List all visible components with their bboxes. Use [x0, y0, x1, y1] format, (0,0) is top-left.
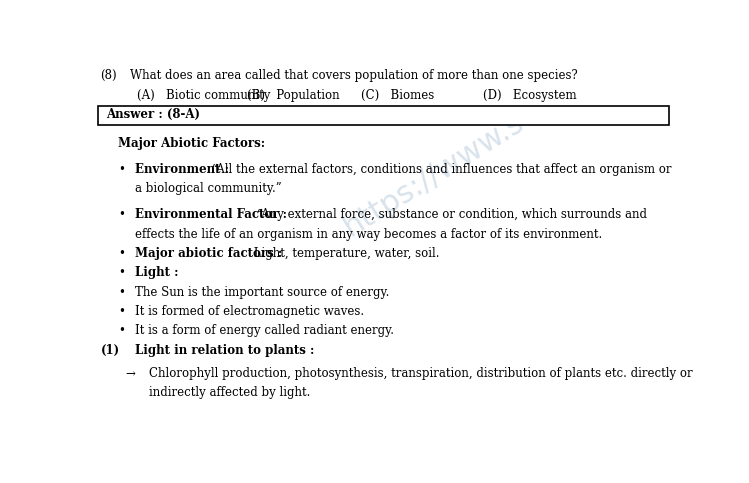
Text: “Any external force, substance or condition, which surrounds and: “Any external force, substance or condit…: [253, 208, 647, 221]
Text: indirectly affected by light.: indirectly affected by light.: [149, 386, 310, 399]
Text: •: •: [118, 163, 125, 176]
Text: Environmental Factor :: Environmental Factor :: [136, 208, 288, 221]
Text: “All the external factors, conditions and influences that affect an organism or: “All the external factors, conditions an…: [208, 163, 672, 176]
Text: Light in relation to plants :: Light in relation to plants :: [136, 344, 315, 357]
Text: https://www.s: https://www.s: [337, 108, 529, 242]
Text: Chlorophyll production, photosynthesis, transpiration, distribution of plants et: Chlorophyll production, photosynthesis, …: [149, 367, 692, 380]
Text: Light, temperature, water, soil.: Light, temperature, water, soil.: [249, 247, 439, 260]
Text: (C)   Biomes: (C) Biomes: [361, 89, 434, 102]
Text: effects the life of an organism in any way becomes a factor of its environment.: effects the life of an organism in any w…: [136, 227, 603, 241]
Text: It is formed of electromagnetic waves.: It is formed of electromagnetic waves.: [136, 305, 365, 318]
Text: •: •: [118, 325, 125, 338]
Text: a biological community.”: a biological community.”: [136, 182, 282, 195]
Text: •: •: [118, 286, 125, 298]
Text: •: •: [118, 267, 125, 279]
Text: Light :: Light :: [136, 267, 179, 279]
Text: •: •: [118, 305, 125, 318]
Text: It is a form of energy called radiant energy.: It is a form of energy called radiant en…: [136, 325, 395, 338]
Text: (8): (8): [100, 69, 117, 82]
Text: Major Abiotic Factors:: Major Abiotic Factors:: [118, 137, 265, 150]
Text: The Sun is the important source of energy.: The Sun is the important source of energ…: [136, 286, 389, 298]
Text: Answer : (8-A): Answer : (8-A): [106, 108, 201, 121]
Text: Major abiotic factors :: Major abiotic factors :: [136, 247, 282, 260]
Text: Environment :: Environment :: [136, 163, 229, 176]
Text: (D)   Ecosystem: (D) Ecosystem: [482, 89, 576, 102]
Text: (1): (1): [100, 344, 120, 357]
Text: •: •: [118, 208, 125, 221]
FancyBboxPatch shape: [98, 106, 670, 125]
Text: (B)   Population: (B) Population: [247, 89, 340, 102]
Text: What does an area called that covers population of more than one species?: What does an area called that covers pop…: [130, 69, 577, 82]
Text: →: →: [126, 367, 136, 380]
Text: (A)   Biotic community: (A) Biotic community: [137, 89, 270, 102]
Text: •: •: [118, 247, 125, 260]
